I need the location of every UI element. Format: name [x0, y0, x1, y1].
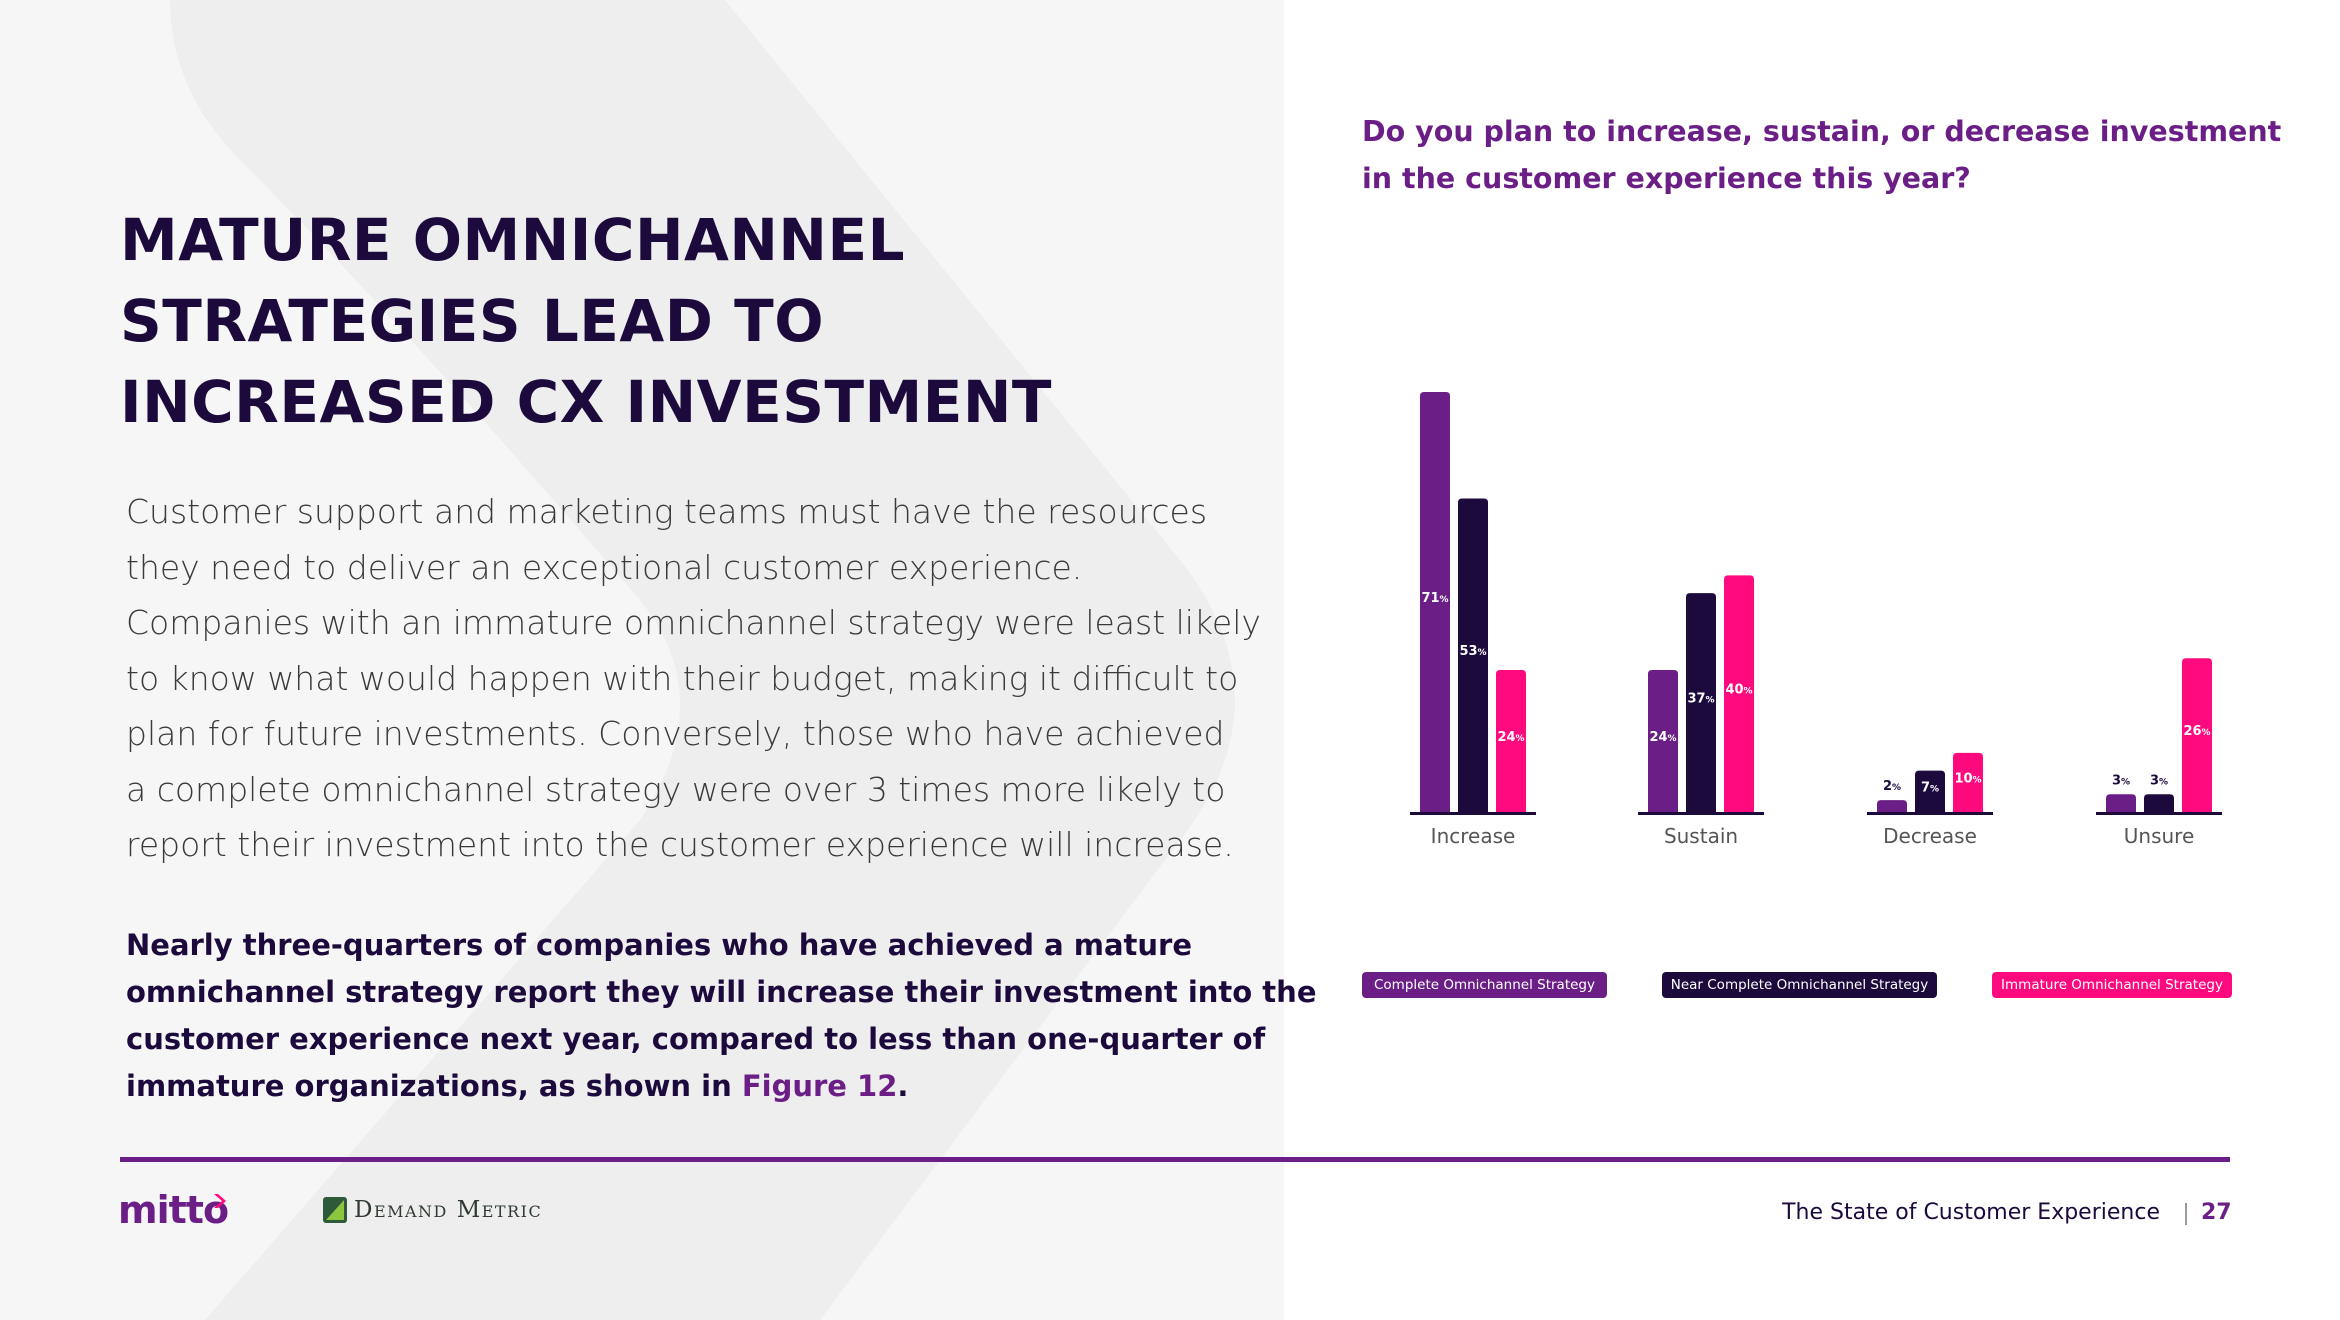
body-line: plan for future investments. Conversely,…: [126, 714, 1225, 753]
legend-label: Complete Omnichannel Strategy: [1374, 977, 1595, 993]
legend-immature: Immature Omnichannel Strategy: [1992, 972, 2232, 998]
category-label-unsure: Unsure: [2124, 824, 2195, 848]
category-label-sustain: Sustain: [1664, 824, 1738, 848]
left-panel: [0, 0, 1284, 1320]
data-label-increase-1: 53%: [1459, 644, 1486, 659]
chart-title-line: Do you plan to increase, sustain, or dec…: [1362, 115, 2282, 148]
data-label-sustain-1: 37%: [1687, 692, 1714, 707]
mitto-logo: mitto: [118, 1188, 229, 1232]
bar-sustain-2: [1724, 575, 1754, 812]
data-label-decrease-0: 2%: [1883, 779, 1901, 794]
bar-unsure-0: [2106, 794, 2136, 812]
highlight-text: immature organizations, as shown in: [126, 1069, 742, 1103]
highlight-paragraph: Nearly three-quarters of companies who h…: [126, 922, 1317, 1110]
bar-decrease-2: [1953, 752, 1983, 812]
bar-sustain-1: [1686, 593, 1716, 812]
body-line: to know what would happen with their bud…: [126, 658, 1239, 698]
decorative-chevron-shape: [0, 0, 1284, 1320]
page-title: MATURE OMNICHANNEL STRATEGIES LEAD TO IN…: [120, 200, 1120, 443]
data-label-unsure-0: 3%: [2112, 773, 2130, 788]
category-label-increase: Increase: [1431, 824, 1516, 848]
highlight-line: immature organizations, as shown in Figu…: [126, 1063, 1226, 1110]
demand-metric-wordmark: Demand Metric: [354, 1197, 543, 1223]
data-label-decrease-1: 7%: [1921, 780, 1939, 795]
bar-decrease-0: [1877, 800, 1907, 812]
highlight-line: omnichannel strategy report they will in…: [126, 975, 1317, 1009]
body-line: report their investment into the custome…: [126, 825, 1234, 864]
body-line: Customer support and marketing teams mus…: [126, 492, 1208, 531]
footer-separator: [2185, 1203, 2187, 1225]
category-label-decrease: Decrease: [1883, 824, 1977, 848]
data-label-unsure-1: 3%: [2150, 773, 2168, 788]
bar-unsure-1: [2144, 794, 2174, 812]
bar-increase-1: [1458, 498, 1488, 812]
body-line: a complete omnichannel strategy were ove…: [126, 769, 1226, 809]
highlight-period: .: [897, 1069, 909, 1103]
data-label-sustain-0: 24%: [1649, 730, 1676, 745]
legend-near-complete: Near Complete Omnichannel Strategy: [1662, 972, 1937, 998]
mitto-chevron-icon: [214, 1194, 226, 1208]
data-label-sustain-2: 40%: [1725, 683, 1752, 698]
data-label-increase-2: 24%: [1497, 730, 1524, 745]
legend-label: Immature Omnichannel Strategy: [2001, 977, 2223, 993]
page-number: 27: [2201, 1200, 2232, 1225]
bar-increase-0: [1420, 392, 1450, 812]
bar-unsure-2: [2182, 658, 2212, 812]
figure-link[interactable]: Figure 12: [741, 1069, 898, 1103]
bar-decrease-1: [1915, 770, 1945, 812]
legend-complete: Complete Omnichannel Strategy: [1362, 972, 1607, 998]
data-label-increase-0: 71%: [1421, 591, 1448, 606]
highlight-line: Nearly three-quarters of companies who h…: [126, 928, 1193, 962]
body-line: they need to deliver an exceptional cust…: [126, 547, 1083, 587]
bar-sustain-0: [1648, 670, 1678, 812]
data-label-decrease-2: 10%: [1954, 771, 1981, 786]
demand-metric-icon: [323, 1197, 347, 1223]
bar-increase-2: [1496, 670, 1526, 812]
chart-title: Do you plan to increase, sustain, or dec…: [1362, 108, 2282, 202]
title-line: INCREASED CX INVESTMENT: [120, 368, 1052, 436]
highlight-line: customer experience next year, compared …: [126, 1022, 1266, 1056]
body-paragraph: Customer support and marketing teams mus…: [126, 484, 1261, 873]
title-line: MATURE OMNICHANNEL: [120, 206, 906, 274]
footer-divider: [120, 1157, 2230, 1162]
data-label-unsure-2: 26%: [2183, 724, 2210, 739]
title-line: STRATEGIES LEAD TO: [120, 287, 825, 355]
chart-title-line: in the customer experience this year?: [1362, 162, 1971, 195]
body-line: Companies with an immature omnichannel s…: [126, 603, 1261, 642]
report-title: The State of Customer Experience: [1782, 1200, 2160, 1225]
demand-metric-logo: Demand Metric: [322, 1196, 542, 1224]
legend-label: Near Complete Omnichannel Strategy: [1670, 977, 1929, 993]
